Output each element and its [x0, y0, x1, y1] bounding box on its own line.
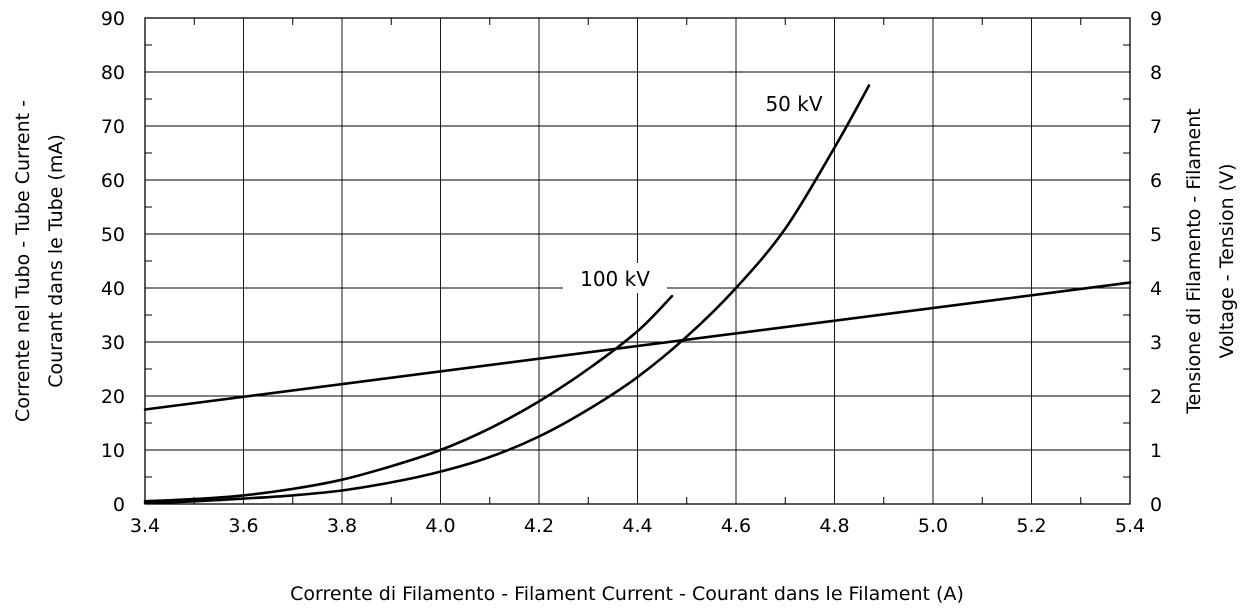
series-label-50kv: 50 kV — [765, 92, 822, 116]
y-right-tick-label: 9 — [1150, 8, 1162, 30]
x-tick-label: 3.8 — [327, 515, 357, 537]
y-left-tick-label: 0 — [113, 494, 125, 516]
y-left-tick-label: 50 — [101, 224, 125, 246]
y-right-tick-labels: 0 1 2 3 4 5 6 7 8 9 — [1150, 8, 1162, 516]
filament-voltage-line — [143, 281, 1132, 411]
y-left-tick-label: 30 — [101, 332, 125, 354]
y-right-tick-label: 3 — [1150, 332, 1162, 354]
y-left-axis-title-line-2: Courant dans le Tube (mA) — [45, 134, 67, 388]
y-right-tick-label: 6 — [1150, 170, 1162, 192]
x-tick-label: 4.4 — [622, 515, 652, 537]
x-tick-label: 5.0 — [918, 515, 948, 537]
y-left-tick-label: 60 — [101, 170, 125, 192]
x-tick-label: 5.2 — [1016, 515, 1046, 537]
y-right-tick-label: 7 — [1150, 116, 1162, 138]
label-50kv-background — [755, 88, 833, 118]
x-tick-label: 4.6 — [721, 515, 751, 537]
y-right-tick-label: 1 — [1150, 440, 1162, 462]
x-tick-labels: 3.4 3.6 3.8 4.0 4.2 4.4 4.6 4.8 5.0 5.2 5.4 — [130, 515, 1145, 537]
y-right-axis-title-line-1: Tensione di Filamento - Filament — [1183, 108, 1205, 415]
plot-frame — [144, 17, 1131, 505]
x-tick-label: 4.8 — [819, 515, 849, 537]
y-right-tick-label: 2 — [1150, 386, 1162, 408]
x-axis-title: Corrente di Filamento - Filament Current… — [290, 583, 964, 605]
y-left-tick-label: 80 — [101, 62, 125, 84]
series-label-100kv: 100 kV — [580, 267, 650, 291]
x-tick-label: 4.2 — [524, 515, 554, 537]
series-50kv-curve — [143, 84, 871, 505]
x-tick-label: 3.6 — [228, 515, 258, 537]
y-left-tick-labels: 0 10 20 30 40 50 60 70 80 90 — [101, 8, 125, 516]
y-right-axis-title-line-2: Voltage - Tension (V) — [1216, 163, 1238, 358]
y-right-tick-label: 4 — [1150, 278, 1162, 300]
y-left-tick-label: 20 — [101, 386, 125, 408]
y-left-tick-label: 10 — [101, 440, 125, 462]
y-right-tick-label: 5 — [1150, 224, 1162, 246]
grid — [145, 18, 1130, 504]
x-tick-label: 3.4 — [130, 515, 160, 537]
y-right-tick-label: 8 — [1150, 62, 1162, 84]
y-left-axis-title-line-1: Corrente nel Tubo - Tube Current - — [12, 100, 34, 422]
y-left-tick-label: 40 — [101, 278, 125, 300]
y-right-tick-label: 0 — [1150, 494, 1162, 516]
curves — [143, 84, 1132, 505]
x-tick-label: 4.0 — [425, 515, 455, 537]
x-tick-label: 5.4 — [1115, 515, 1145, 537]
series-100kv-curve — [143, 294, 674, 503]
y-left-tick-label: 90 — [101, 8, 125, 30]
y-left-tick-label: 70 — [101, 116, 125, 138]
label-100kv-background — [563, 263, 667, 293]
